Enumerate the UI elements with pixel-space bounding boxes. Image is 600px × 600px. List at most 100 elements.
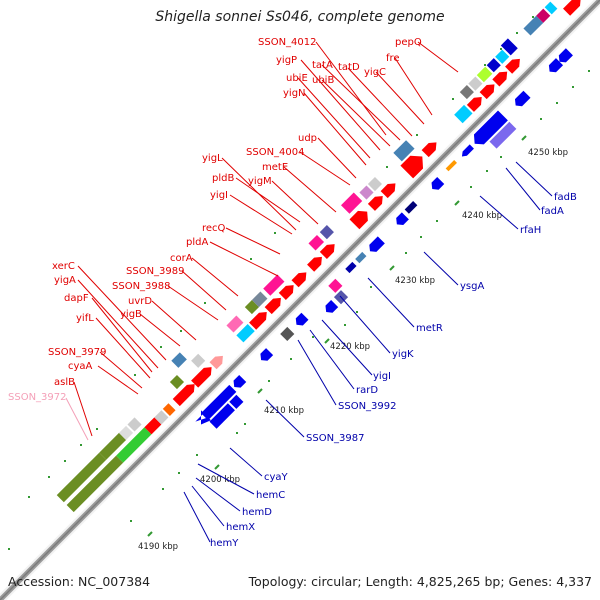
tick-mark — [454, 200, 460, 206]
gene-block — [544, 1, 558, 15]
gene-block — [236, 324, 255, 343]
gene-label-SSON_3989: SSON_3989 — [126, 266, 185, 277]
gene-arrow — [563, 0, 581, 16]
gene-block — [445, 159, 457, 172]
gene-block — [489, 121, 517, 149]
tick-label-4250: 4250 kbp — [528, 148, 568, 158]
tick-mark — [389, 265, 395, 271]
gene-arrow — [291, 272, 307, 288]
gene-label-SSON_4004: SSON_4004 — [246, 147, 305, 158]
gene-block — [486, 58, 501, 73]
gene-block — [355, 251, 367, 264]
gene-arrow — [396, 212, 409, 226]
gene-label-ubiB: ubiB — [312, 75, 334, 86]
gene-arrow — [307, 256, 322, 272]
gene-block — [66, 455, 124, 513]
gene-label-yigC: yigC — [364, 67, 386, 78]
gene-arrow — [400, 155, 424, 179]
gene-label-udp: udp — [298, 133, 317, 144]
gene-label-cyaY: cyaY — [264, 472, 289, 483]
tick-mark — [324, 338, 330, 344]
gene-block — [229, 394, 244, 409]
tick-mark — [147, 531, 153, 537]
gene-block — [367, 176, 383, 192]
gene-block — [209, 403, 235, 429]
gene-arrow — [295, 312, 309, 326]
gene-arrow — [369, 236, 385, 252]
gene-block — [454, 104, 473, 124]
gene-arrow — [461, 144, 474, 157]
gene-arrow — [421, 142, 437, 158]
gene-arrow — [233, 374, 247, 388]
forward-strand-genes[interactable] — [47, 0, 600, 515]
gene-label-yigA: yigA — [54, 275, 76, 286]
gene-block — [359, 185, 374, 200]
gene-block — [523, 15, 544, 36]
gene-arrow — [249, 312, 267, 330]
gene-block — [468, 76, 483, 91]
gene-arrow — [319, 244, 335, 259]
gene-label-rfaH: rfaH — [520, 225, 541, 236]
gene-block — [500, 38, 518, 56]
gene-arrow — [264, 297, 281, 315]
gene-label-SSON_3979: SSON_3979 — [48, 347, 107, 358]
gene-block — [476, 66, 493, 83]
gene-block — [201, 384, 237, 421]
gene-block — [251, 291, 268, 308]
gene-label-corA: corA — [170, 253, 193, 264]
gene-label-yigM: yigM — [248, 176, 272, 187]
gene-arrow — [349, 210, 368, 230]
blue-label-leaders — [183, 161, 553, 543]
gene-label-yigI-bottom: yigI — [373, 371, 391, 382]
gene-label-tatD: tatD — [338, 62, 360, 73]
small-dots — [8, 16, 590, 550]
gene-block — [99, 432, 127, 460]
gene-label-aslB: aslB — [54, 377, 75, 388]
gene-label-xerC: xerC — [52, 261, 75, 272]
gene-label-SSON_3988: SSON_3988 — [112, 281, 171, 292]
gene-label-hemY: hemY — [210, 538, 239, 549]
tick-mark — [257, 388, 263, 394]
gene-label-hemD: hemD — [242, 507, 272, 518]
gene-block — [127, 417, 142, 432]
gene-label-yigL: yigL — [202, 153, 223, 164]
gene-label-tatA: tatA — [312, 60, 333, 71]
tick-label-4210: 4210 kbp — [264, 406, 304, 416]
tick-mark — [521, 135, 527, 141]
gene-label-pldB: pldB — [212, 173, 234, 184]
gene-block — [171, 352, 187, 368]
gene-block — [116, 427, 152, 463]
tick-label-4240: 4240 kbp — [462, 211, 502, 221]
gene-arrow — [558, 48, 573, 63]
gene-arrow — [172, 384, 195, 407]
gene-label-fadB: fadB — [554, 192, 577, 203]
gene-block — [308, 234, 325, 251]
gene-label-SSON_3972: SSON_3972 — [8, 392, 67, 403]
gene-label-pepQ: pepQ — [395, 37, 422, 48]
gene-label-SSON_3992: SSON_3992 — [338, 401, 397, 412]
gene-block — [191, 353, 206, 368]
gene-arrow — [260, 348, 274, 361]
gene-label-hemX: hemX — [226, 522, 255, 533]
gene-arrow — [479, 84, 495, 100]
gene-label-yigK: yigK — [392, 349, 414, 360]
gene-arrow — [278, 285, 294, 300]
tick-label-4200: 4200 kbp — [200, 475, 240, 485]
map-title: Shigella sonnei Ss046, complete genome — [155, 9, 445, 25]
gene-arrow — [492, 71, 508, 87]
gene-label-SSON_3987: SSON_3987 — [306, 433, 365, 444]
gene-label-recQ: recQ — [202, 223, 226, 234]
gene-label-metE: metE — [262, 162, 288, 173]
gene-arrow — [466, 97, 482, 112]
gene-arrow — [505, 58, 520, 74]
gene-label-hemC: hemC — [256, 490, 285, 501]
gene-arrow — [473, 110, 508, 145]
gene-arrow — [431, 176, 445, 190]
gene-block — [263, 274, 285, 296]
genome-info-text: Topology: circular; Length: 4,825,265 bp… — [248, 574, 592, 589]
gene-block — [319, 225, 334, 240]
gene-block — [328, 278, 343, 293]
accession-text: Accession: NC_007384 — [8, 574, 151, 589]
